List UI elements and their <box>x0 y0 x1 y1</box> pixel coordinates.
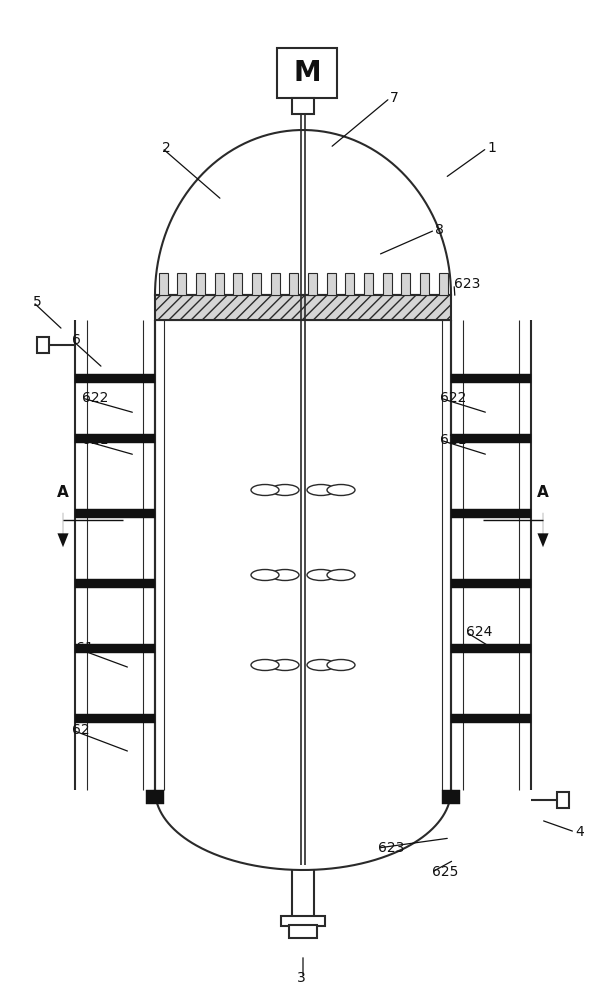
Text: 621: 621 <box>82 433 108 447</box>
Text: 61: 61 <box>76 641 94 655</box>
Ellipse shape <box>271 660 299 670</box>
Text: 623: 623 <box>378 841 404 855</box>
Bar <box>277 48 337 98</box>
Text: 2: 2 <box>162 141 171 155</box>
Ellipse shape <box>307 570 335 580</box>
Ellipse shape <box>327 570 355 580</box>
Bar <box>75 374 155 383</box>
Bar <box>155 295 451 320</box>
Text: 621: 621 <box>440 433 467 447</box>
Bar <box>420 273 429 295</box>
Ellipse shape <box>251 570 279 580</box>
Bar <box>37 337 49 353</box>
Ellipse shape <box>271 485 299 495</box>
Text: A: A <box>57 485 69 500</box>
Bar <box>146 790 164 804</box>
Bar <box>451 509 531 518</box>
Bar <box>196 273 205 295</box>
Bar <box>451 579 531 588</box>
Bar <box>252 273 261 295</box>
Bar <box>382 273 391 295</box>
Bar <box>451 434 531 443</box>
Bar <box>451 714 531 723</box>
Text: 4: 4 <box>575 825 584 839</box>
Bar <box>289 273 298 295</box>
Bar <box>451 644 531 653</box>
Ellipse shape <box>307 485 335 495</box>
Bar <box>308 273 317 295</box>
Ellipse shape <box>251 660 279 670</box>
Bar <box>289 925 317 938</box>
Text: 624: 624 <box>466 625 492 639</box>
Bar <box>345 273 354 295</box>
Bar <box>292 98 314 114</box>
Bar <box>75 714 155 723</box>
Bar <box>215 273 224 295</box>
FancyArrowPatch shape <box>538 513 548 547</box>
Text: 8: 8 <box>435 223 444 237</box>
Bar <box>557 792 569 808</box>
Text: A: A <box>537 485 549 500</box>
Bar <box>159 273 167 295</box>
Bar <box>177 273 186 295</box>
FancyArrowPatch shape <box>58 513 68 547</box>
Text: 5: 5 <box>33 295 42 309</box>
Bar <box>75 644 155 653</box>
Bar <box>401 273 410 295</box>
Bar <box>451 374 531 383</box>
Ellipse shape <box>307 660 335 670</box>
Bar <box>442 790 460 804</box>
Bar <box>75 509 155 518</box>
Text: 6: 6 <box>72 333 81 347</box>
Text: 622: 622 <box>82 391 108 405</box>
Bar <box>270 273 279 295</box>
Bar <box>364 273 373 295</box>
Bar <box>75 579 155 588</box>
Bar <box>439 273 447 295</box>
Ellipse shape <box>327 485 355 495</box>
Text: 3: 3 <box>297 971 306 985</box>
Text: 62: 62 <box>72 723 90 737</box>
Text: 623: 623 <box>454 277 481 291</box>
Text: 622: 622 <box>440 391 467 405</box>
Text: 1: 1 <box>487 141 496 155</box>
Text: 7: 7 <box>390 91 399 105</box>
Bar <box>233 273 242 295</box>
Text: 625: 625 <box>432 865 458 879</box>
Text: M: M <box>293 59 321 87</box>
Ellipse shape <box>271 570 299 580</box>
Bar <box>281 916 325 926</box>
Bar <box>75 434 155 443</box>
Bar <box>327 273 336 295</box>
Ellipse shape <box>251 485 279 495</box>
Ellipse shape <box>327 660 355 670</box>
